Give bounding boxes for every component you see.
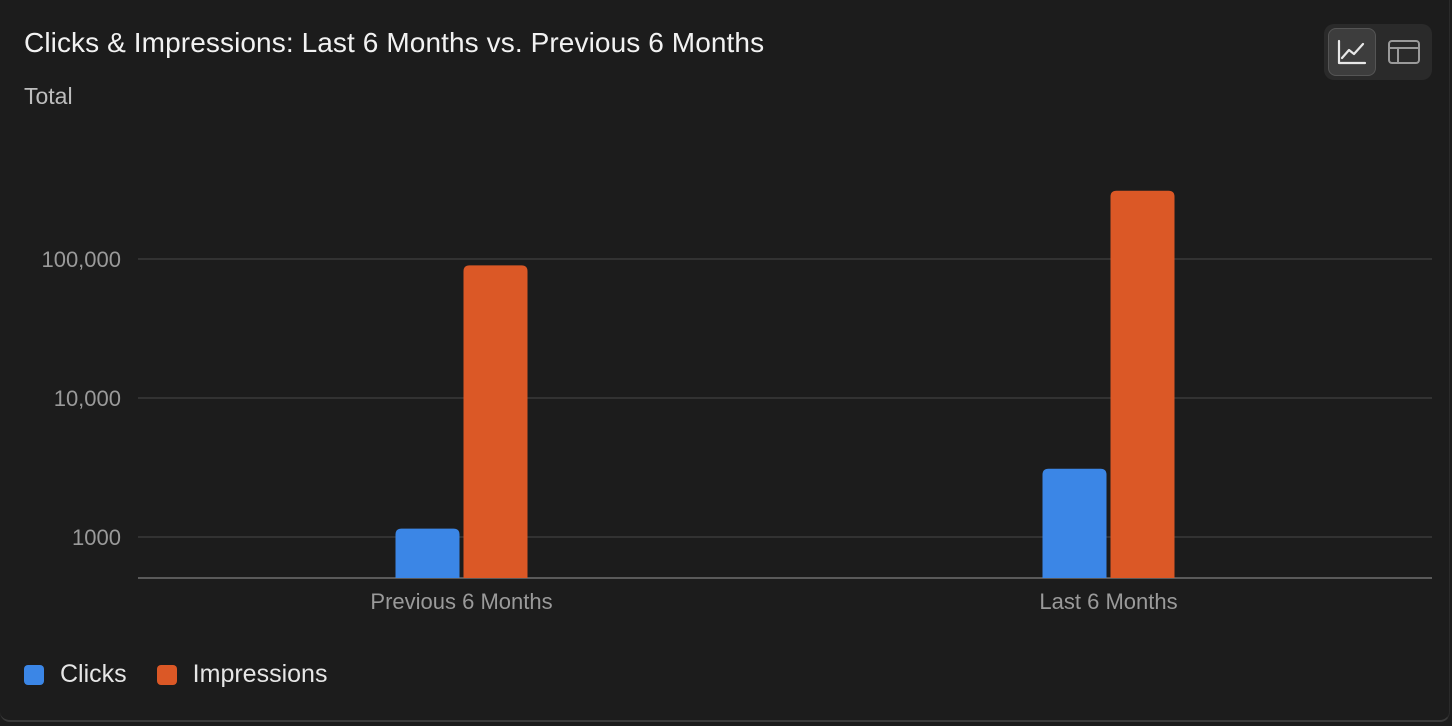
bar-chart: 1000 10,000 100,000 Previous 6 Months Last 6… bbox=[41, 190, 1432, 614]
x-tick-label: Previous 6 Months bbox=[370, 589, 552, 614]
bar-impressions bbox=[463, 265, 528, 578]
legend-item-impressions[interactable]: Impressions bbox=[156, 660, 328, 689]
y-tick-label: 100,000 bbox=[41, 247, 121, 272]
x-tick-label: Last 6 Months bbox=[1039, 589, 1177, 614]
bar-clicks bbox=[395, 528, 460, 578]
table-view-button[interactable] bbox=[1380, 28, 1428, 76]
y-tick-label: 1000 bbox=[72, 525, 121, 550]
legend-item-clicks[interactable]: Clicks bbox=[24, 660, 127, 689]
y-tick-label: 10,000 bbox=[54, 386, 121, 411]
table-icon bbox=[1388, 40, 1420, 64]
chart-view-button[interactable] bbox=[1328, 28, 1376, 76]
legend-label: Clicks bbox=[60, 660, 127, 688]
bar-impressions bbox=[1110, 190, 1175, 578]
line-chart-icon bbox=[1337, 39, 1367, 65]
chart-legend: Clicks Impressions bbox=[24, 660, 357, 689]
bar-clicks bbox=[1042, 468, 1107, 578]
legend-swatch bbox=[156, 664, 177, 685]
legend-swatch bbox=[24, 664, 44, 685]
chart-title: Clicks & Impressions: Last 6 Months vs. … bbox=[24, 27, 765, 58]
legend-label: Impressions bbox=[192, 660, 328, 688]
view-toggle bbox=[1324, 24, 1432, 80]
chart-subtitle: Total bbox=[24, 83, 73, 109]
